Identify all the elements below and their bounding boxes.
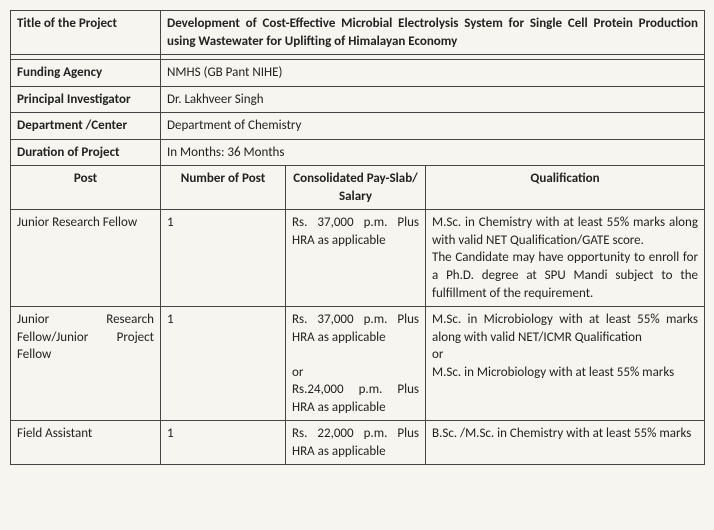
cell-pay: Rs. 37,000 p.m. Plus HRA as applicable bbox=[286, 210, 426, 307]
row-duration: Duration of Project In Months: 36 Months bbox=[11, 139, 705, 166]
value-duration: In Months: 36 Months bbox=[161, 139, 705, 166]
label-dept: Department /Center bbox=[11, 113, 161, 140]
value-dept: Department of Chemistry bbox=[161, 113, 705, 140]
col-post: Post bbox=[11, 166, 161, 210]
cell-qual: B.Sc. /M.Sc. in Chemistry with at least … bbox=[426, 421, 705, 465]
col-num: Number of Post bbox=[161, 166, 286, 210]
value-funding: NMHS (GB Pant NIHE) bbox=[161, 60, 705, 87]
cell-post: Junior Research Fellow/Junior Project Fe… bbox=[11, 307, 161, 421]
cell-pay: Rs. 37,000 p.m. Plus HRA as applicableor… bbox=[286, 307, 426, 421]
cell-num: 1 bbox=[161, 421, 286, 465]
label-funding: Funding Agency bbox=[11, 60, 161, 87]
cell-qual: M.Sc. in Microbiology with at least 55% … bbox=[426, 307, 705, 421]
value-pi: Dr. Lakhveer Singh bbox=[161, 86, 705, 113]
label-title: Title of the Project bbox=[11, 11, 161, 55]
cell-post: Junior Research Fellow bbox=[11, 210, 161, 307]
cell-num: 1 bbox=[161, 210, 286, 307]
label-pi: Principal Investigator bbox=[11, 86, 161, 113]
table-row: Junior Research Fellow/Junior Project Fe… bbox=[11, 307, 705, 421]
cell-pay: Rs. 22,000 p.m. Plus HRA as applicable bbox=[286, 421, 426, 465]
row-title: Title of the Project Development of Cost… bbox=[11, 11, 705, 55]
value-title: Development of Cost-Effective Microbial … bbox=[161, 11, 705, 55]
cell-qual: M.Sc. in Chemistry with at least 55% mar… bbox=[426, 210, 705, 307]
cell-num: 1 bbox=[161, 307, 286, 421]
row-pi: Principal Investigator Dr. Lakhveer Sing… bbox=[11, 86, 705, 113]
row-dept: Department /Center Department of Chemist… bbox=[11, 113, 705, 140]
table-row: Field Assistant 1 Rs. 22,000 p.m. Plus H… bbox=[11, 421, 705, 465]
document-sheet: Title of the Project Development of Cost… bbox=[10, 10, 704, 465]
col-qual: Qualification bbox=[426, 166, 705, 210]
row-column-headers: Post Number of Post Consolidated Pay-Sla… bbox=[11, 166, 705, 210]
project-table: Title of the Project Development of Cost… bbox=[10, 10, 705, 465]
label-duration: Duration of Project bbox=[11, 139, 161, 166]
cell-post: Field Assistant bbox=[11, 421, 161, 465]
table-row: Junior Research Fellow 1 Rs. 37,000 p.m.… bbox=[11, 210, 705, 307]
row-funding: Funding Agency NMHS (GB Pant NIHE) bbox=[11, 60, 705, 87]
col-pay: Consolidated Pay-Slab/ Salary bbox=[286, 166, 426, 210]
